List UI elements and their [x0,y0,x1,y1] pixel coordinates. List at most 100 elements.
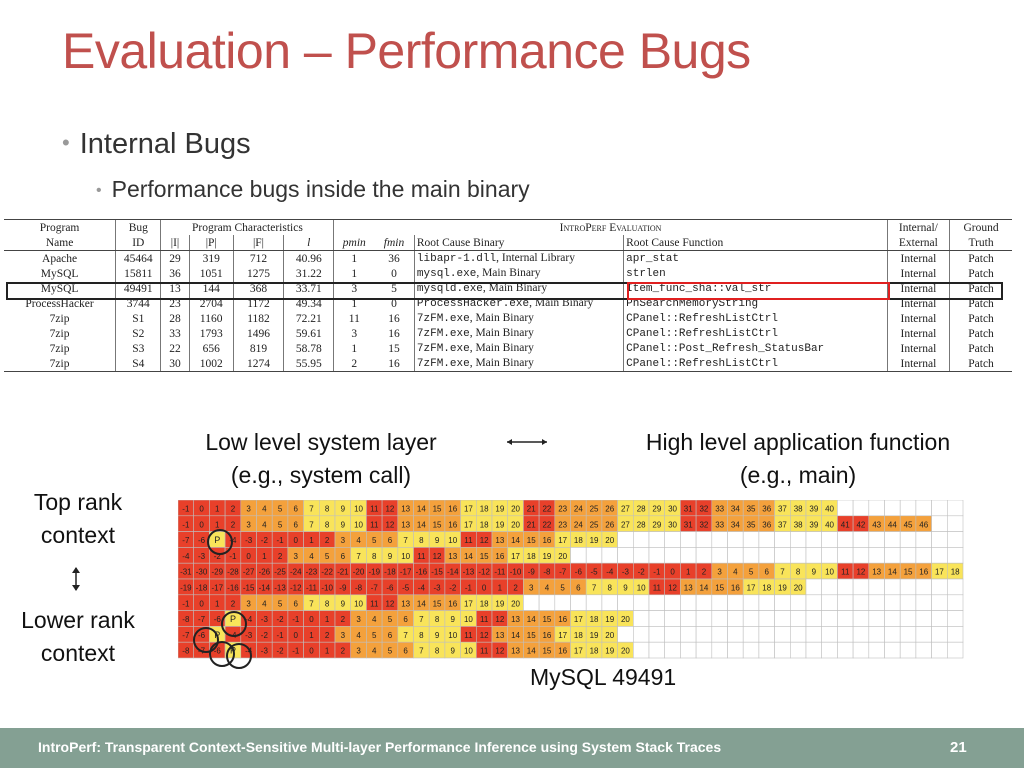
heatmap-cell-label: 17 [558,536,567,545]
binary-name: 7zFM.exe [416,358,470,370]
table-row: Apache 45464 29 319 712 40.96 1 36 libapr-1.dll,… [4,250,1012,266]
heatmap-cell-label: 17 [747,584,756,593]
heatmap-cell [664,641,681,659]
heatmap-cell [868,594,885,611]
heatmap-cell [680,531,697,548]
heatmap-cell-label: 0 [482,584,487,593]
heatmap-cell [711,547,728,564]
heatmap-cell [852,547,870,564]
table-row: MySQL 15811 36 1051 1275 31.22 1 0 mysql.exe, Ma… [4,266,1012,281]
heatmap-cell-label: -7 [371,584,379,593]
heatmap-cell-label: -2 [261,536,269,545]
heatmap-cell [789,547,807,564]
heatmap-cell-label: 13 [448,552,457,561]
th-i: |I| [160,235,190,251]
heatmap-cell-label: 23 [558,505,567,514]
heatmap-cell [805,531,822,548]
table-cell: 7zip [49,342,70,355]
bullet-dot-icon: • [96,182,102,199]
table-cell: Patch [949,250,1012,266]
th-name: Name [4,235,116,251]
heatmap-cell-label: -1 [182,520,190,529]
heatmap-cell-label: 9 [341,520,346,529]
heatmap-cell-label: 10 [825,568,834,577]
heatmap-cell-label: -5 [590,568,598,577]
heatmap-cell-label: 30 [668,520,677,529]
lower-rank-line2: context [40,640,116,666]
table-cell: Patch [949,326,1012,341]
heatmap-cell-label: 1 [686,568,691,577]
heatmap-cell [837,626,854,643]
table-row: 7zip S1 28 1160 1182 72.21 11 16 7zFM.exe, Main … [4,311,1012,326]
heatmap-cell-label: 10 [401,552,410,561]
heatmap-cell-label: -9 [339,584,347,593]
heatmap-cell [884,578,901,596]
heatmap-cell-label: 15 [527,536,536,545]
heatmap-cell-label: 20 [605,631,614,640]
heatmap-cell-label: 10 [448,536,457,545]
heatmap-cell-label: 33 [715,505,724,514]
heatmap-cell-label: 0 [199,505,204,514]
heatmap-cell-label: 14 [699,584,708,593]
heatmap-cell-label: 15 [715,584,724,593]
heatmap-cell-label: 16 [495,552,504,561]
heatmap-cell [680,594,697,611]
heatmap-cell-label: -4 [418,584,426,593]
heatmap-cell-label: -22 [321,568,333,577]
heatmap-cell-label: 3 [294,552,299,561]
heatmap-cell-label: 14 [511,631,520,640]
heatmap-cell [931,578,948,596]
heatmap-cell-label: 12 [668,584,677,593]
heatmap-cell-label: 32 [699,505,708,514]
heatmap-cell-label: 32 [699,520,708,529]
heatmap-cell [868,610,885,627]
heatmap-cell [789,594,807,611]
binary-name: libapr-1.dll [416,253,497,265]
table-cell: 15811 [115,266,161,281]
heatmap-cell-label: 1 [309,536,314,545]
table-cell: 1051 [188,266,234,281]
heatmap-cell-label: 12 [480,536,489,545]
heatmap-cell-label: 18 [574,536,583,545]
table-cell: 0 [391,267,397,280]
table-cell: 22 [160,341,190,356]
table-cell: 7zip [49,312,70,325]
table-cell: strlen [623,266,888,281]
heatmap-cell-label: 0 [199,599,204,608]
heatmap-cell-label: -3 [261,615,269,624]
heatmap-cell [742,626,760,643]
heatmap-cell [680,626,697,643]
heatmap-cell-label: 11 [370,520,379,529]
heatmap-cell [774,531,791,548]
heatmap-cell [695,594,713,611]
heatmap-cell-label: 3 [717,568,722,577]
heatmap-cell [931,626,948,643]
heatmap-cell-label: -26 [259,568,271,577]
heatmap-cell [837,578,854,596]
binary-name: mysql.exe [416,268,477,280]
heatmap-cell-label: 8 [608,584,613,593]
heatmap-cell [884,500,901,517]
heatmap-cell [664,594,681,611]
table-cell: 144 [188,281,234,296]
heatmap-cell [884,641,901,659]
heatmap-cell [821,626,838,643]
table-cell: 36 [160,266,190,281]
heatmap-cell [931,500,948,517]
heatmap-cell-label: 17 [558,631,567,640]
heatmap-cell-label: -3 [198,552,206,561]
table-cell: CPanel::RefreshListCtrl [623,311,888,326]
heatmap-cell-label: 7 [309,520,314,529]
heatmap-cell [570,594,587,611]
heatmap-cell-label: 17 [464,599,473,608]
heatmap-cell-label: 1 [325,647,330,656]
heatmap-cell-label: 20 [558,552,567,561]
heatmap-cell-label: 38 [794,505,803,514]
heatmap-cell-label: -6 [198,536,206,545]
heatmap-cell-label: 5 [372,536,377,545]
heatmap-cell-label: 24 [574,505,583,514]
heatmap-cell [711,531,728,548]
bullet-main-binary-text: Performance bugs inside the main binary [111,176,530,202]
heatmap-cell [648,610,665,627]
table-cell: 59.61 [283,326,334,341]
